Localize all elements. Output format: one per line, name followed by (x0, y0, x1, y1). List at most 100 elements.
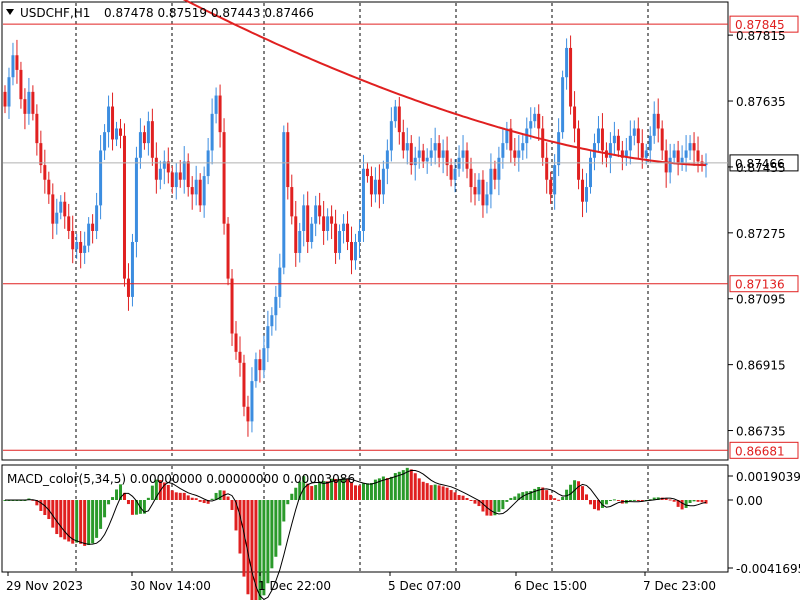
candle-body (393, 106, 397, 122)
macd-bar (433, 484, 437, 500)
candle-body (704, 162, 708, 166)
candle-body (429, 150, 433, 158)
macd-bar (71, 500, 75, 544)
macd-bar (569, 484, 573, 500)
candle-body (278, 267, 282, 297)
macd-bar (385, 478, 389, 500)
candle-body (330, 216, 334, 224)
candle-body (210, 113, 214, 151)
macd-bar (529, 491, 533, 500)
candle-body (146, 121, 150, 144)
ohlc-label: 0.87478 0.87519 0.87443 0.87466 (104, 6, 314, 20)
candle-body (154, 157, 158, 180)
candle-body (553, 165, 557, 195)
candle-body (31, 91, 35, 114)
price-tick-label: 0.87635 (736, 95, 786, 109)
macd-tick-label: -0.0041695 (736, 562, 800, 576)
candle-body (521, 143, 525, 151)
macd-bar (198, 500, 202, 502)
macd-bar (636, 500, 640, 501)
macd-bar (51, 500, 55, 528)
candle-body (87, 223, 91, 246)
candle-body (99, 150, 103, 206)
macd-bar (369, 482, 373, 500)
candle-body (103, 132, 107, 151)
candle-body (186, 161, 190, 188)
macd-tick-label: 0.00 (736, 494, 763, 508)
candle-body (660, 128, 664, 151)
candle-body (11, 55, 15, 78)
dropdown-triangle-icon[interactable] (6, 9, 14, 15)
macd-bar (270, 500, 274, 569)
macd-bar (342, 478, 346, 500)
candle-body (354, 241, 357, 261)
candle-body (122, 135, 126, 279)
macd-bar (134, 500, 138, 515)
macd-bar (142, 500, 146, 514)
macd-bar (401, 470, 405, 500)
candle-body (688, 143, 692, 151)
candle-body (513, 150, 517, 158)
macd-bar (357, 485, 361, 500)
macd-bar (481, 500, 485, 512)
macd-bar (194, 498, 198, 500)
macd-bar (632, 499, 636, 501)
macd-bar (537, 487, 541, 500)
macd-bar (553, 498, 557, 500)
candle-body (537, 113, 541, 129)
macd-bar (684, 500, 688, 508)
macd-bar (111, 497, 115, 500)
macd-bar (409, 469, 413, 500)
candle-body (465, 150, 469, 169)
macd-bar (469, 500, 473, 501)
current-price-label: 0.87466 (735, 157, 785, 171)
candle-body (581, 179, 585, 202)
candle-body (174, 172, 178, 188)
candle-body (126, 278, 130, 297)
macd-bar (692, 500, 696, 502)
candle-body (162, 161, 166, 169)
macd-bar (126, 500, 130, 505)
macd-bar (696, 500, 700, 502)
macd-bar (346, 478, 350, 500)
level-label: 0.87845 (735, 18, 785, 32)
macd-bar (182, 492, 186, 500)
candle-body (282, 132, 286, 268)
candle-body (71, 231, 75, 250)
price-tick-label: 0.86915 (736, 359, 786, 373)
candle-body (549, 179, 553, 195)
macd-bar (473, 500, 477, 504)
candle-body (469, 168, 473, 188)
candle-body (170, 172, 174, 188)
macd-bar (461, 495, 465, 500)
candle-body (182, 161, 186, 180)
macd-bar (612, 499, 616, 501)
macd-bar (581, 486, 585, 500)
candle-body (624, 150, 628, 158)
macd-bar (421, 481, 425, 500)
macd-histogram: 0.0019039 0.00 -0.0041695 (3, 467, 800, 600)
macd-bar (122, 492, 126, 500)
macd-bar (330, 478, 334, 500)
candle-body (294, 216, 298, 253)
price-tick-label: 0.87275 (736, 227, 786, 241)
macd-bar (585, 494, 589, 500)
macd-bar (318, 481, 322, 500)
macd-bar (577, 481, 581, 500)
macd-bar (672, 500, 676, 502)
macd-bar (549, 494, 553, 500)
candle-body (561, 77, 565, 133)
macd-bar (437, 485, 441, 500)
macd-pane (1, 464, 729, 573)
macd-bar (417, 478, 421, 500)
candle-body (79, 241, 83, 253)
candle-body (75, 241, 79, 250)
macd-bar (664, 498, 668, 500)
candle-body (672, 150, 676, 158)
candle-body (676, 150, 680, 163)
time-label: 30 Nov 14:00 (130, 579, 211, 593)
candle-body (489, 168, 493, 195)
macd-bar (95, 500, 99, 538)
